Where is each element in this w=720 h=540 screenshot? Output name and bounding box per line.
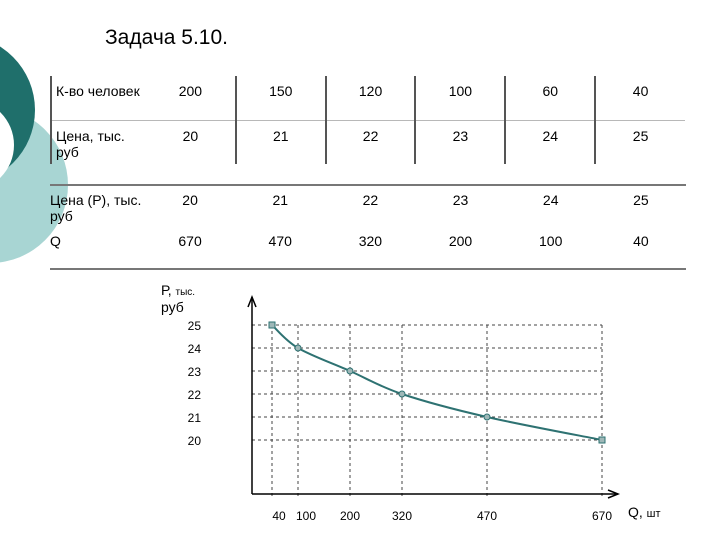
table-row: Цена (Р), тыс. руб 20 21 22 23 24 25 [50,185,686,227]
table-cell: 120 [324,76,416,121]
data-point-marker [483,413,491,421]
x-tick-label: 470 [477,509,497,523]
table-cell: 22 [362,192,379,208]
table-cell: 24 [504,120,596,164]
y-axis-label: Р, тыс. руб [161,283,195,315]
table-cell: 150 [234,76,326,121]
row-label: Цена (Р), тыс. руб [50,192,142,224]
table-cell: 40 [594,76,685,121]
x-tick-label: 100 [296,509,316,523]
data-point-marker [346,367,354,375]
table-cell: 200 [448,233,473,249]
data-point-marker [268,321,276,329]
table-cell: 40 [633,233,649,249]
y-axis-label-unit: руб [161,299,184,315]
table-cell: 670 [178,233,202,249]
table-cell: 20 [182,192,198,208]
table-cell: 470 [268,233,292,249]
x-tick-label: 40 [272,509,286,523]
y-tick-label: 20 [188,434,202,448]
x-tick-label: 200 [340,509,360,523]
table-cell: 25 [633,192,649,208]
table-row: Q 670 470 320 200 100 40 [50,227,686,269]
x-axis-label: Q, шт [628,504,661,520]
demand-curve [271,324,603,441]
table-cell: 23 [414,120,506,164]
data-table-1: К-во человек 200 150 120 100 60 40 Цена,… [50,76,685,164]
table-cell: 60 [504,76,596,121]
white-circle [0,111,14,179]
table-cell: 25 [594,120,685,164]
table-cell: 22 [324,120,416,164]
row-label: Цена, тыс. руб [50,120,146,164]
x-axis-arrow [607,489,621,499]
y-tick-label: 24 [188,342,202,356]
page-title: Задача 5.10. [105,26,228,49]
y-axis-arrow [247,294,257,308]
x-axis-label-main: Q, [628,504,643,520]
table-cell: 20 [182,127,199,144]
table-cell: 24 [542,192,559,208]
data-point-marker [294,344,302,352]
data-point-marker [398,390,406,398]
y-tick-label: 22 [188,388,202,402]
y-tick-label: 23 [188,365,202,379]
x-axis-label-unit: шт [646,508,661,520]
data-point-marker [598,436,606,444]
y-axis-label-main: Р, [161,282,172,298]
y-axis-label-unit-small: тыс. [175,287,196,298]
table-cell: 21 [272,192,289,208]
table-cell: 21 [234,120,326,164]
y-tick-label: 25 [188,319,202,333]
table-cell: 200 [146,76,236,121]
table-row: К-во человек 200 150 120 100 60 40 [50,76,685,121]
row-label: К-во человек [50,76,146,121]
table-cell: 320 [358,233,383,249]
table-cell: 23 [452,192,469,208]
row-label: Q [50,233,61,249]
table-cell: 100 [414,76,506,121]
data-table-2: Цена (Р), тыс. руб 20 21 22 23 24 25 Q 6… [50,184,686,270]
x-tick-label: 320 [392,509,412,523]
table-cell: 100 [539,233,563,249]
y-tick-label: 21 [188,411,202,425]
x-tick-label: 670 [592,509,612,523]
table-row: Цена, тыс. руб 20 21 22 23 24 25 [50,120,685,164]
